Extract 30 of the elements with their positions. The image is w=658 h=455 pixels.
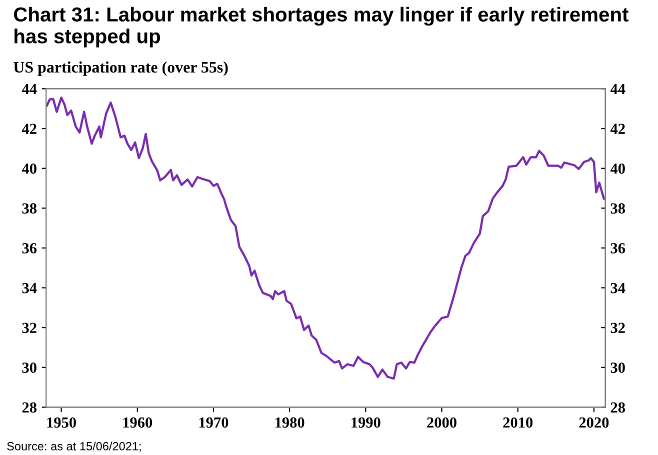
y-tick-label: 38 — [22, 203, 37, 214]
y2-tick-label: 36 — [610, 243, 626, 254]
y-tick-label: 40 — [22, 163, 36, 174]
y2-tick-label: 32 — [610, 322, 625, 334]
y-tick-label: 42 — [22, 124, 36, 134]
x-tick-label: 2020 — [579, 417, 609, 428]
source-note: Source: as at 15/06/2021; — [7, 442, 141, 452]
x-tick-label: 2000 — [427, 417, 456, 428]
y-tick-label: 30 — [22, 362, 36, 373]
y2-tick-label: 34 — [610, 282, 626, 294]
y-tick-label: 32 — [22, 322, 36, 334]
line-series — [46, 96, 605, 380]
y-tick-label: 36 — [22, 243, 37, 254]
y-tick-label: 28 — [22, 402, 37, 413]
y2-tick-label: 30 — [610, 362, 625, 373]
x-tick-label: 2010 — [503, 417, 533, 428]
y2-tick-label: 28 — [610, 402, 625, 413]
y-tick-label: 34 — [22, 282, 37, 294]
y2-tick-label: 42 — [610, 124, 625, 134]
x-tick-label: 1990 — [352, 417, 380, 428]
y-tick-label: 44 — [22, 84, 37, 94]
y2-tick-label: 40 — [610, 163, 625, 174]
x-tick-label: 1950 — [47, 417, 76, 428]
x-tick-label: 1970 — [199, 417, 228, 428]
y2-tick-label: 44 — [610, 84, 626, 94]
chart-subtitle: US participation rate (over 55s) — [14, 61, 228, 76]
x-tick-label: 1960 — [123, 417, 152, 428]
x-tick-label: 1980 — [276, 417, 304, 428]
y2-tick-label: 38 — [610, 203, 625, 214]
chart-title: Chart 31: Labour market shortages may linger if early retirement has stepped up — [14, 6, 628, 48]
